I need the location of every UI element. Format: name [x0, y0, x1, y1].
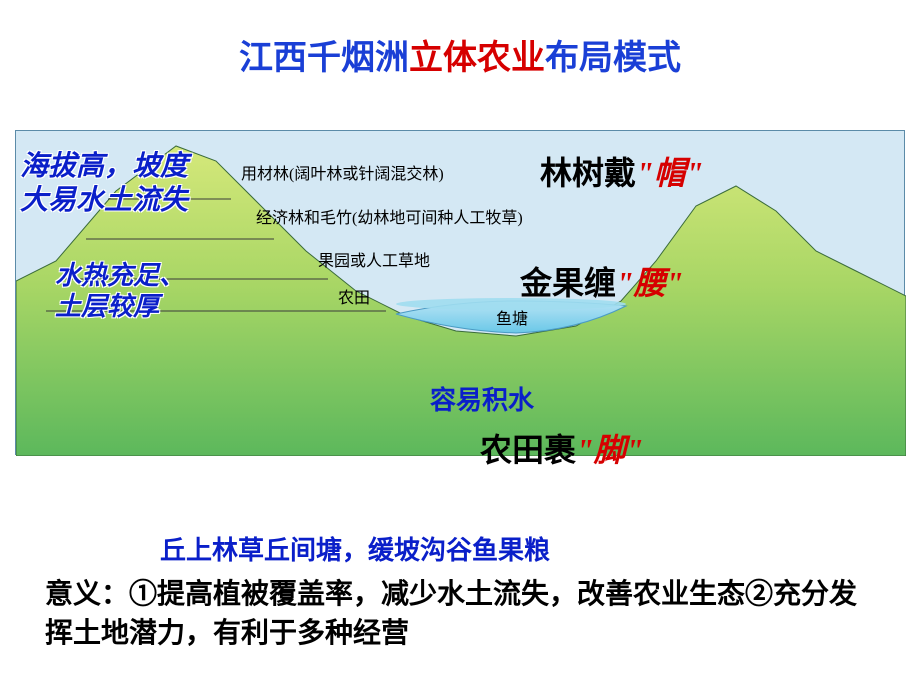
center-annotation: 容易积水: [430, 380, 534, 417]
r2-red: 腰: [634, 265, 666, 301]
summary-meaning: 意义：①提高植被覆盖率，减少水土流失，改善农业生态②充分发挥土地潜力，有利于多种…: [45, 575, 875, 653]
r1-q2: ": [686, 155, 704, 191]
r2-black: 金果缠: [520, 265, 616, 301]
title-part2: 立体农业: [409, 40, 545, 77]
page-title: 江西千烟洲立体农业布局模式: [0, 0, 920, 79]
r3-q2: ": [626, 432, 644, 468]
left-annotation-bottom: 水热充足、 土层较厚: [55, 260, 185, 322]
r1-red: 帽: [654, 155, 686, 191]
layer-label-4: 农田: [338, 289, 370, 307]
layer-label-3: 果园或人工草地: [318, 252, 430, 270]
meaning-prefix: 意义：: [45, 579, 129, 610]
layer-label-2: 经济林和毛竹(幼林地可间种人工牧草): [256, 209, 523, 227]
title-part3: 布局模式: [545, 40, 681, 77]
pond-label: 鱼塘: [496, 310, 528, 328]
layer-label-1: 用材林(阔叶林或针阔混交林): [241, 165, 444, 183]
summary-verse: 丘上林草丘间塘，缓坡沟谷鱼果粮: [160, 530, 550, 567]
r2-q1: ": [616, 265, 634, 301]
left-bottom-line2: 土层较厚: [55, 292, 159, 321]
r2-q2: ": [666, 265, 684, 301]
r3-black: 农田裹: [480, 432, 576, 468]
r1-black: 林树戴: [540, 155, 636, 191]
left-top-line1: 海拔高，坡度: [20, 151, 188, 182]
meaning-text: ①提高植被覆盖率，减少水土流失，改善农业生态②充分发挥土地潜力，有利于多种经营: [45, 579, 857, 649]
title-part1: 江西千烟洲: [239, 40, 409, 77]
r1-q1: ": [636, 155, 654, 191]
right-annotation-3: 农田裹"脚": [480, 425, 644, 471]
left-bottom-line1: 水热充足、: [55, 261, 185, 290]
left-top-line2: 大易水土流失: [20, 185, 188, 216]
left-annotation-top: 海拔高，坡度 大易水土流失: [20, 150, 188, 217]
right-annotation-2: 金果缠"腰": [520, 258, 684, 304]
right-annotation-1: 林树戴"帽": [540, 148, 704, 194]
r3-q1: ": [576, 432, 594, 468]
r3-red: 脚: [594, 432, 626, 468]
